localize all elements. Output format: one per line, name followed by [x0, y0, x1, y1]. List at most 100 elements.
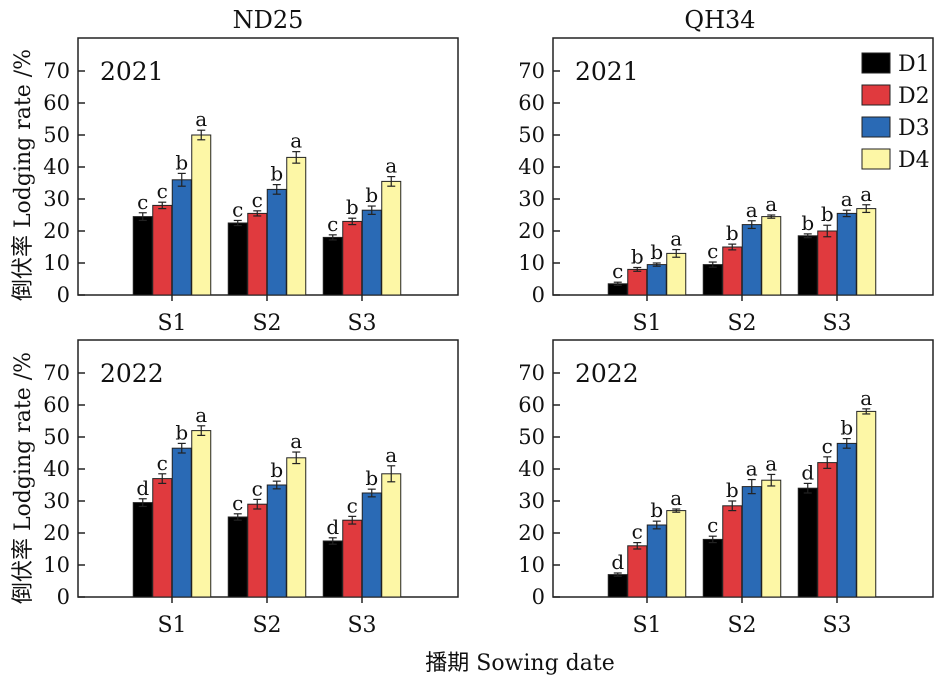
- bar-d3-s1: [646, 524, 667, 598]
- bar-d4-s1: [191, 134, 212, 296]
- bar-d1-s3: [322, 236, 343, 296]
- y-tick-label: 20: [518, 521, 545, 545]
- bar-d2-s2: [722, 246, 743, 296]
- significance-letter: a: [290, 129, 302, 153]
- bar-d3-s2: [741, 486, 762, 598]
- bar-d2-s1: [152, 478, 173, 598]
- bar-d4-s3: [856, 410, 877, 598]
- y-tick-label: 0: [57, 283, 70, 307]
- significance-letter: c: [137, 190, 148, 214]
- significance-letter: d: [801, 460, 814, 484]
- significance-letter: b: [650, 498, 663, 522]
- y-tick-label: 70: [518, 361, 545, 385]
- legend-label-d3: D3: [898, 116, 930, 141]
- significance-letter: c: [707, 239, 718, 263]
- bar-d3-s2: [266, 188, 287, 296]
- significance-letter: c: [707, 513, 718, 537]
- y-tick-label: 70: [43, 59, 70, 83]
- x-tick-label: S2: [252, 613, 281, 638]
- x-tick-label: S3: [347, 613, 376, 638]
- legend-swatch-d3: [861, 116, 891, 138]
- y-tick-label: 30: [43, 489, 70, 513]
- significance-letter: a: [385, 154, 397, 178]
- year-label: 2021: [575, 57, 639, 86]
- significance-letter: d: [136, 476, 149, 500]
- significance-letter: b: [365, 466, 378, 490]
- significance-letter: b: [175, 420, 188, 444]
- significance-letter: c: [822, 434, 833, 458]
- bar-d3-s3: [361, 492, 382, 598]
- significance-letter: a: [860, 182, 872, 206]
- significance-letter: a: [860, 386, 872, 410]
- bar-d3-s2: [741, 224, 762, 296]
- significance-letter: a: [765, 192, 777, 216]
- col-title-nd25: ND25: [233, 6, 304, 34]
- year-label: 2022: [100, 359, 164, 388]
- significance-letter: b: [801, 211, 814, 235]
- x-tick-label: S3: [822, 311, 851, 336]
- significance-letter: b: [270, 458, 283, 482]
- x-tick-label: S2: [727, 311, 756, 336]
- y-tick-label: 0: [57, 585, 70, 609]
- bar-d2-s3: [817, 462, 838, 598]
- significance-letter: c: [157, 179, 168, 203]
- x-tick-label: S1: [157, 613, 186, 638]
- y-tick-label: 20: [43, 219, 70, 243]
- x-tick-label: S1: [632, 311, 661, 336]
- significance-letter: b: [726, 478, 739, 502]
- bar-d3-s1: [171, 447, 192, 598]
- y-tick-label: 50: [518, 425, 545, 449]
- bar-d2-s2: [247, 503, 268, 598]
- x-axis-title: 播期 Sowing date: [425, 651, 614, 676]
- x-tick-label: S3: [822, 613, 851, 638]
- y-tick-label: 40: [43, 457, 70, 481]
- y-tick-label: 60: [518, 393, 545, 417]
- bar-d2-s1: [627, 545, 648, 598]
- y-tick-label: 40: [43, 155, 70, 179]
- significance-letter: b: [631, 244, 644, 268]
- bar-d2-s2: [247, 212, 268, 296]
- significance-letter: b: [365, 183, 378, 207]
- bar-d4-s2: [286, 156, 307, 296]
- bar-d1-s1: [132, 502, 153, 598]
- bar-d2-s3: [342, 519, 363, 598]
- x-tick-label: S2: [252, 311, 281, 336]
- bar-d2-s3: [817, 230, 838, 296]
- bar-d3-s3: [836, 212, 857, 296]
- y-axis-title-top: 倒伏率 Lodging rate /%: [11, 49, 36, 301]
- significance-letter: a: [195, 107, 207, 131]
- bar-d3-s3: [836, 442, 857, 598]
- bar-d1-s3: [322, 540, 343, 598]
- y-tick-label: 20: [43, 521, 70, 545]
- y-tick-label: 10: [518, 553, 545, 577]
- bar-d2-s2: [722, 505, 743, 598]
- y-tick-label: 50: [43, 123, 70, 147]
- significance-letter: a: [765, 451, 777, 475]
- legend-swatch-d2: [861, 84, 891, 106]
- x-tick-label: S1: [632, 613, 661, 638]
- significance-letter: b: [270, 162, 283, 186]
- significance-letter: c: [347, 493, 358, 517]
- significance-letter: a: [670, 486, 682, 510]
- y-tick-label: 70: [43, 361, 70, 385]
- y-tick-label: 60: [43, 393, 70, 417]
- significance-letter: c: [252, 188, 263, 212]
- legend-swatch-d1: [861, 52, 891, 74]
- y-tick-label: 0: [532, 283, 545, 307]
- bar-d2-s1: [152, 204, 173, 296]
- significance-letter: c: [632, 520, 643, 544]
- significance-letter: a: [746, 457, 758, 481]
- y-tick-label: 30: [518, 187, 545, 211]
- bar-d2-s1: [627, 268, 648, 296]
- y-tick-label: 10: [43, 251, 70, 275]
- legend: D1 D2 D3 D4: [861, 52, 930, 173]
- significance-letter: b: [726, 221, 739, 245]
- legend-label-d4: D4: [898, 148, 930, 173]
- y-tick-label: 70: [518, 59, 545, 83]
- significance-letter: a: [841, 187, 853, 211]
